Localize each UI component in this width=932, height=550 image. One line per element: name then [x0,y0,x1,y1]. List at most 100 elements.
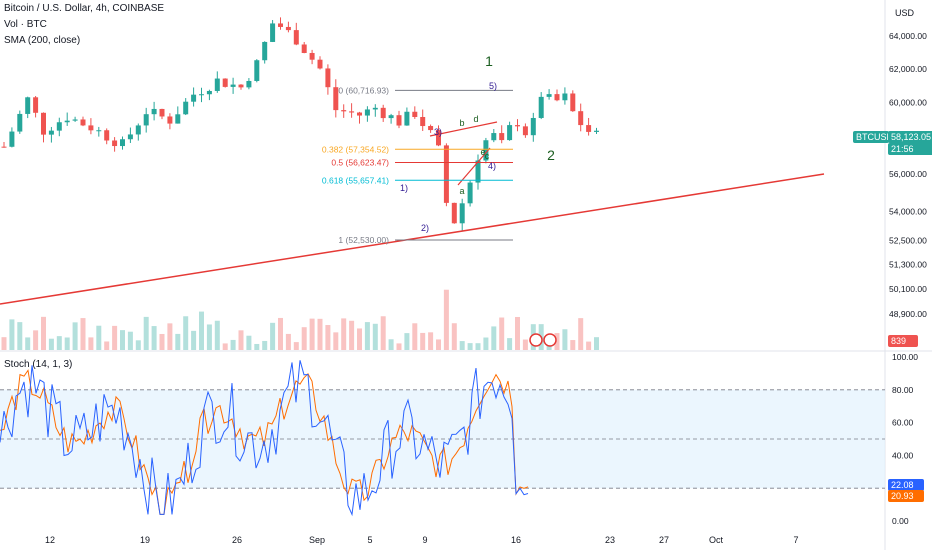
candle-body [238,84,244,88]
volume-bar [230,339,236,350]
volume-bar [578,318,584,350]
candle-body [349,111,355,113]
volume-bar [254,343,260,350]
candle-body [230,84,236,87]
event-marker-icon [543,333,557,347]
price-tick-label: 51,300.00 [889,260,927,270]
candle-body [48,130,54,135]
volume-bar [41,316,46,350]
volume-legend[interactable]: Vol · BTC [4,19,47,30]
volume-bar [262,340,268,350]
candle-body [499,133,505,141]
volume-bar [570,340,576,350]
time-tick-label: 16 [511,535,521,545]
candle-body [112,140,118,147]
time-tick-label: 27 [659,535,669,545]
candle-body [41,112,46,135]
wave-label: e [480,147,485,157]
fib-level-label: 0 (60,716.93) [338,85,389,95]
volume-bar [151,326,157,350]
volume-bar [199,311,204,350]
volume-bar [214,320,220,350]
volume-bar [246,335,252,350]
price-tick-label: 62,000.00 [889,64,927,74]
candle-body [151,108,157,115]
candle-body [17,113,23,132]
volume-bar [270,322,276,350]
volume-bar [586,341,592,350]
candle-body [9,131,15,147]
sma-legend[interactable]: SMA (200, close) [4,35,81,46]
volume-bar [206,324,212,350]
volume-bar [222,343,228,350]
stoch-tick-label: 80.00 [892,385,914,395]
candle-body [491,133,497,141]
price-tick-label: 48,900.00 [889,309,927,319]
candle-body [80,119,86,126]
volume-bar [25,337,31,350]
volume-bar [238,330,244,350]
volume-bar [278,317,283,350]
time-tick-label: 7 [793,535,798,545]
candle-body [396,115,402,126]
candle-body [546,94,552,97]
candle-body [388,115,394,119]
wave-label: b [459,118,464,128]
stoch-d-line [0,369,529,515]
fib-level-label: 0.382 (57,354.52) [322,144,389,154]
wave-label: 1) [400,183,408,193]
stoch-tick-label: 0.00 [892,516,909,526]
volume-bar [515,316,520,350]
volume-bar [459,341,465,350]
candle-body [175,114,181,124]
time-tick-label: 23 [605,535,615,545]
candle-body [254,60,260,81]
time-tick-label: Oct [709,535,724,545]
volume-bar [96,325,102,350]
candle-body [428,126,434,131]
wave-label: d [473,114,478,124]
volume-bar [56,336,62,350]
candle-body [262,41,268,61]
volume-bar [522,339,528,350]
candle-body [183,101,189,115]
candle-body [143,114,149,126]
volume-bar [562,329,568,350]
candle-body [562,93,568,101]
volume-bar [357,328,362,350]
price-tick-label: 50,100.00 [889,284,927,294]
chart-title: Bitcoin / U.S. Dollar, 4h, COINBASE [4,3,165,14]
stoch-legend[interactable]: Stoch (14, 1, 3) [4,359,73,370]
candle-body [538,96,544,118]
candle-body [570,93,576,112]
candle-body [459,203,465,224]
candle-body [341,110,347,112]
candle-body [199,94,204,96]
currency-label[interactable]: USD [895,8,915,18]
candle-body [420,116,426,127]
volume-bar [159,333,165,350]
stoch-k-line [0,360,529,517]
candle-body [88,125,94,131]
stoch-k-badge: 22.08 [888,479,924,491]
candle-body [72,119,78,121]
volume-bar [554,333,560,350]
candle-body [222,78,228,87]
volume-bar [285,333,291,350]
volume-bar [475,343,481,350]
time-tick-label: 5 [367,535,372,545]
volume-bar [9,319,15,350]
candle-body [64,120,70,123]
candle-body [214,78,220,91]
volume-bar [17,322,23,350]
candle-body [317,59,323,69]
candle-body [285,26,291,31]
volume-bar [104,341,110,350]
volume-bar [143,316,149,350]
candle-body [554,94,560,101]
candle-body [309,52,315,60]
candle-body [25,97,31,114]
candle-body [530,117,536,136]
time-tick-label: 12 [45,535,55,545]
